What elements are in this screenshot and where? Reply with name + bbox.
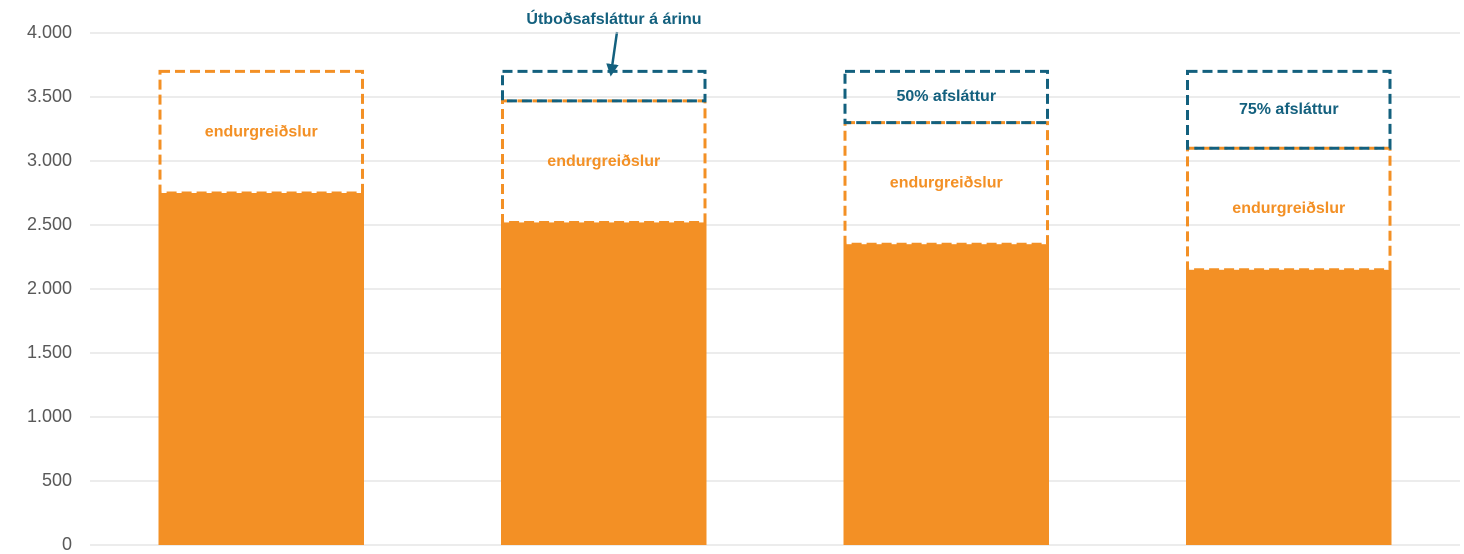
segment-label: 50% afsláttur bbox=[896, 88, 996, 105]
annotation: Útboðsafsláttur á árinu bbox=[526, 9, 701, 28]
bar-segment bbox=[158, 193, 364, 545]
y-tick-label: 500 bbox=[42, 470, 72, 490]
y-tick-label: 4.000 bbox=[27, 22, 72, 42]
annotation-arrow bbox=[606, 31, 619, 77]
y-tick-label: 1.000 bbox=[27, 406, 72, 426]
y-tick-label: 0 bbox=[62, 534, 72, 554]
bar-segment bbox=[1186, 146, 1392, 272]
segment-label: endurgreiðslur bbox=[547, 153, 660, 170]
segment-label: 75% afsláttur bbox=[1239, 101, 1339, 118]
bar-segment bbox=[1186, 269, 1392, 545]
bar-segment bbox=[501, 99, 707, 224]
y-tick-label: 3.000 bbox=[27, 150, 72, 170]
segment-label: endurgreiðslur bbox=[205, 123, 318, 140]
y-tick-label: 2.000 bbox=[27, 278, 72, 298]
y-tick-label: 1.500 bbox=[27, 342, 72, 362]
bar-segment bbox=[501, 222, 707, 545]
y-tick-label: 3.500 bbox=[27, 86, 72, 106]
bar-segment bbox=[843, 69, 1049, 125]
bar-segment bbox=[158, 69, 364, 195]
bar-segment bbox=[843, 244, 1049, 545]
bar-segment bbox=[501, 69, 707, 103]
segment-label: endurgreiðslur bbox=[1232, 200, 1345, 217]
bar-segment bbox=[1186, 69, 1392, 150]
segment-label: endurgreiðslur bbox=[890, 175, 1003, 192]
bar-segment bbox=[843, 121, 1049, 246]
y-tick-label: 2.500 bbox=[27, 214, 72, 234]
